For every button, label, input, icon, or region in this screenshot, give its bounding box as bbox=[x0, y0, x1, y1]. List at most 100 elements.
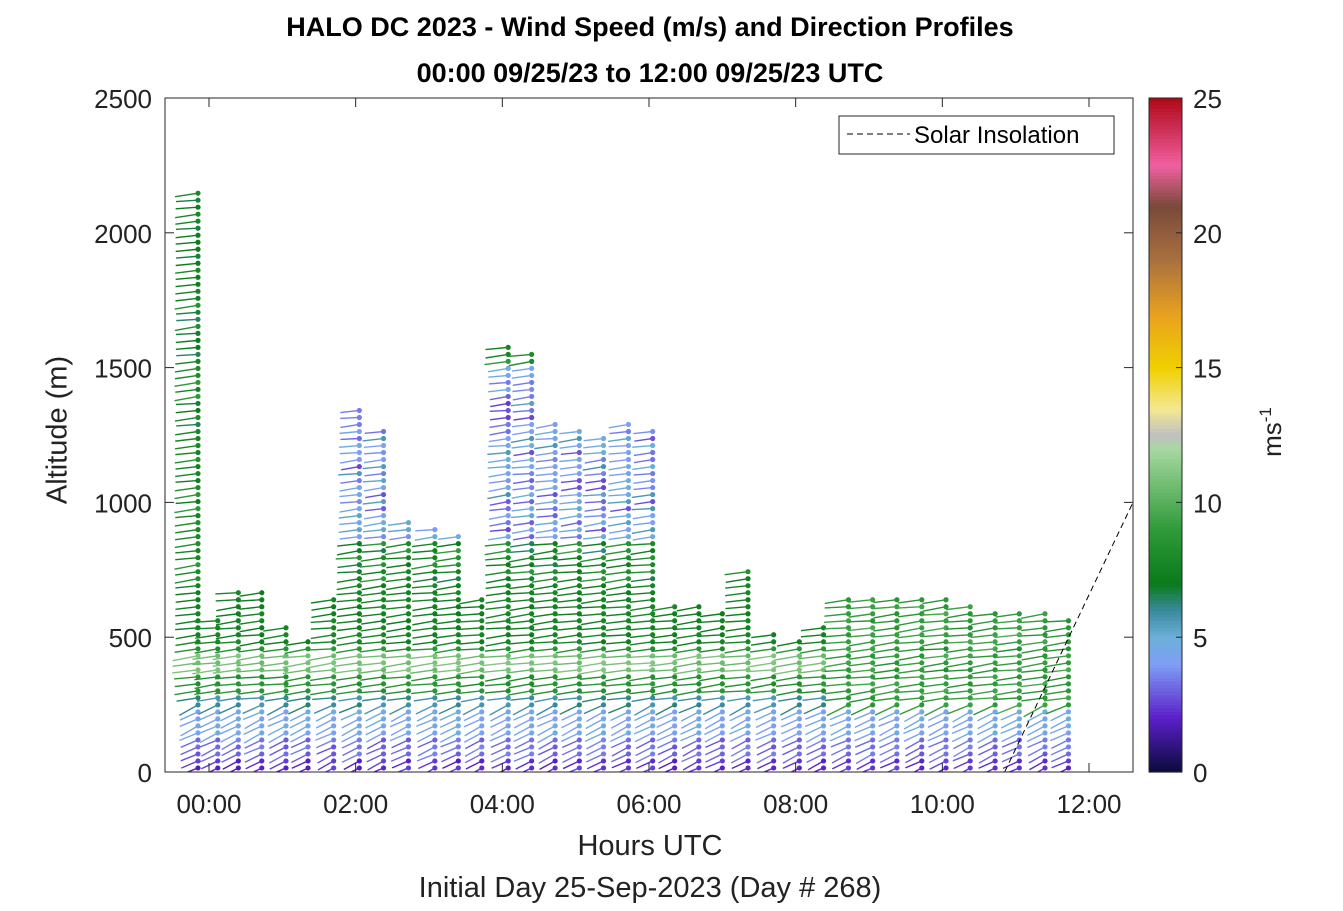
colorbar-segment bbox=[1149, 445, 1182, 450]
wind-barb-point bbox=[1065, 702, 1072, 708]
wind-barb-point bbox=[432, 548, 438, 554]
wind-barb-point bbox=[331, 653, 337, 659]
wind-barb-shaft bbox=[221, 753, 239, 763]
wind-barb-point bbox=[380, 449, 387, 456]
wind-barb-shaft bbox=[426, 767, 436, 772]
wind-barb-point bbox=[796, 639, 802, 645]
wind-barb-point bbox=[672, 709, 678, 715]
wind-barb-shaft bbox=[176, 423, 199, 427]
wind-barb-point bbox=[943, 646, 949, 652]
wind-barb-shaft bbox=[487, 367, 509, 373]
wind-barb-shaft bbox=[946, 620, 971, 623]
wind-barb-point bbox=[650, 632, 656, 638]
wind-barb-point bbox=[356, 407, 362, 414]
x-tick-label: 10:00 bbox=[910, 789, 975, 819]
wind-barb-shaft bbox=[239, 634, 262, 637]
wind-barb-point bbox=[576, 653, 582, 659]
wind-barb-point bbox=[992, 639, 998, 645]
wind-barb-shaft bbox=[971, 620, 996, 626]
wind-barb-shaft bbox=[559, 500, 580, 505]
wind-barb-point bbox=[1016, 695, 1022, 701]
wind-barb-point bbox=[625, 442, 632, 449]
wind-barb-shaft bbox=[511, 374, 532, 379]
wind-barb-point bbox=[529, 513, 535, 519]
wind-barb-point bbox=[259, 590, 265, 596]
wind-barb-shaft bbox=[996, 704, 1020, 715]
wind-barb-point bbox=[529, 751, 535, 757]
wind-barb-shaft bbox=[585, 746, 604, 756]
wind-barb-point bbox=[576, 618, 582, 624]
wind-barb-shaft bbox=[559, 472, 580, 477]
wind-barb-point bbox=[195, 393, 201, 400]
wind-barb-point bbox=[967, 758, 973, 764]
wind-barb-point bbox=[195, 372, 201, 379]
wind-barb-point bbox=[650, 751, 656, 757]
wind-barb-point bbox=[195, 477, 201, 484]
wind-barb-point bbox=[745, 702, 751, 708]
x-axis: 00:00 02:00 04:00 06:00 08:00 10:00 12:00 bbox=[176, 98, 1122, 819]
wind-barb-shaft bbox=[775, 648, 800, 654]
wind-barb-point bbox=[195, 604, 201, 610]
wind-barb-shaft bbox=[629, 606, 653, 612]
wind-barb-point bbox=[650, 590, 656, 596]
wind-barb-point bbox=[672, 611, 678, 617]
wind-barb-point bbox=[259, 611, 265, 617]
wind-barb-point bbox=[796, 751, 802, 757]
wind-barb-shaft bbox=[435, 620, 459, 625]
wind-barb-shaft bbox=[513, 521, 532, 526]
wind-barb-shaft bbox=[699, 648, 723, 653]
wind-barb-point bbox=[235, 604, 241, 610]
wind-barb-shaft bbox=[584, 507, 604, 512]
colorbar-segment bbox=[1149, 718, 1182, 723]
wind-barb-point bbox=[195, 197, 201, 203]
wind-barb-shaft bbox=[1027, 746, 1046, 757]
wind-barb-shaft bbox=[512, 381, 532, 386]
x-tick-label: 00:00 bbox=[176, 789, 241, 819]
wind-barb-point bbox=[432, 765, 438, 771]
wind-barb-shaft bbox=[512, 500, 532, 505]
wind-barb-point bbox=[1042, 611, 1048, 617]
wind-barb-point bbox=[845, 730, 852, 736]
wind-barb-point bbox=[505, 520, 511, 526]
wind-barb-shaft bbox=[608, 472, 629, 477]
wind-barb-point bbox=[745, 730, 751, 736]
wind-barb-point bbox=[195, 569, 201, 575]
colorbar-segment bbox=[1149, 340, 1182, 345]
colorbar-segment bbox=[1149, 482, 1182, 487]
wind-barb-shaft bbox=[385, 570, 409, 576]
wind-barb-shaft bbox=[239, 627, 262, 633]
wind-barb-shaft bbox=[994, 669, 1020, 672]
wind-barb-shaft bbox=[559, 458, 580, 463]
wind-barb-shaft bbox=[386, 620, 409, 625]
wind-barb-point bbox=[505, 639, 511, 645]
wind-barb-point bbox=[870, 758, 876, 764]
wind-barb-shaft bbox=[700, 627, 723, 633]
colorbar-segment bbox=[1149, 404, 1182, 409]
wind-barb-point bbox=[505, 758, 511, 764]
wind-barb-shaft bbox=[508, 627, 532, 630]
wind-barb-point bbox=[894, 667, 900, 673]
wind-barb-point bbox=[195, 435, 201, 442]
wind-barb-shaft bbox=[195, 634, 218, 640]
wind-barb-shaft bbox=[848, 655, 873, 660]
wind-barb-shaft bbox=[535, 437, 556, 441]
wind-barb-shaft bbox=[385, 556, 409, 560]
wind-barb-shaft bbox=[391, 760, 409, 769]
wind-barb-point bbox=[967, 709, 973, 715]
wind-barb-point bbox=[529, 393, 535, 400]
wind-barb-shaft bbox=[1050, 711, 1069, 722]
wind-barb-shaft bbox=[608, 479, 629, 485]
wind-barb-shaft bbox=[201, 760, 219, 770]
wind-barb-shaft bbox=[338, 704, 360, 714]
wind-barb-point bbox=[576, 695, 582, 701]
wind-barb-point bbox=[405, 681, 412, 687]
wind-barb-shaft bbox=[313, 704, 334, 714]
wind-barb-shaft bbox=[705, 760, 723, 769]
wind-barb-shaft bbox=[499, 767, 509, 772]
wind-barb-point bbox=[1065, 681, 1072, 687]
wind-barb-shaft bbox=[605, 690, 629, 696]
wind-barb-point bbox=[894, 646, 900, 652]
wind-barb-shaft bbox=[360, 613, 384, 618]
wind-barb-point bbox=[600, 435, 607, 442]
wind-barb-shaft bbox=[800, 634, 824, 638]
